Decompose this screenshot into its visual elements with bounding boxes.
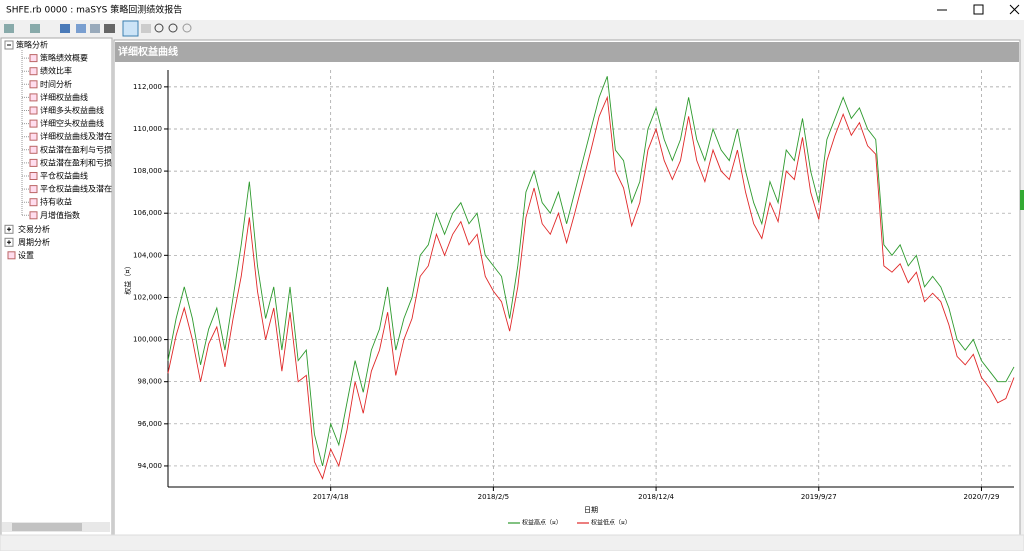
item-icon <box>29 67 38 76</box>
expander-sign <box>7 240 11 245</box>
close-button[interactable] <box>1009 4 1020 15</box>
tree-panel <box>0 37 113 536</box>
tree-item[interactable]: 权益潜在盈利和亏损 <box>40 157 112 167</box>
y-tick-label: 110,000 <box>133 125 162 133</box>
legend-label: 权益低点（¤） <box>591 519 631 527</box>
chart: 94,000 96,000 98,000 100,000 102,000 104,000 1… <box>123 70 1015 527</box>
tree-item[interactable]: 策略绩效概要 <box>40 53 88 63</box>
item-icon <box>29 198 38 207</box>
pan-button[interactable] <box>141 24 151 33</box>
panel-title: 详细权益曲线 <box>118 45 178 58</box>
item-icon <box>29 145 38 154</box>
tree-item[interactable]: 月增值指数 <box>40 210 80 220</box>
y-tick-label: 98,000 <box>138 378 163 386</box>
side-marker <box>1020 190 1024 210</box>
item-icon <box>29 106 38 115</box>
tree-item[interactable]: 详细权益曲线及潜在 <box>40 131 112 141</box>
maximize-button[interactable] <box>973 4 984 15</box>
x-tick-label: 2019/9/27 <box>801 493 837 501</box>
x-tick-label: 2020/7/29 <box>964 493 1000 501</box>
item-icon <box>29 119 38 128</box>
y-tick-label: 94,000 <box>138 462 163 470</box>
x-axis-label: 日期 <box>584 506 598 514</box>
tree-group[interactable]: 策略分析 <box>16 40 48 50</box>
reset-button[interactable] <box>182 23 192 33</box>
tree-item[interactable]: 详细空头权益曲线 <box>40 118 104 128</box>
scrollbar-thumb[interactable] <box>12 523 82 531</box>
y-axis-label: 权益（¤） <box>123 262 132 294</box>
tree-group[interactable]: 周期分析 <box>18 237 50 247</box>
item-icon <box>29 172 38 180</box>
y-tick-label: 104,000 <box>133 251 162 259</box>
back-button[interactable] <box>4 24 14 33</box>
y-tick-label: 100,000 <box>133 336 162 344</box>
item-icon <box>7 251 16 260</box>
item-icon <box>29 80 38 89</box>
tree-group[interactable]: 交易分析 <box>18 224 50 234</box>
tree-item[interactable]: 持有收益 <box>40 197 72 207</box>
zoom-in-button[interactable] <box>154 23 164 33</box>
save-button[interactable] <box>60 24 70 33</box>
tree-item[interactable]: 绩效比率 <box>40 66 72 76</box>
window-title: SHFE.rb 0000 : maSYS 策略回测绩效报告 <box>6 4 182 16</box>
y-tick-label: 102,000 <box>133 293 162 301</box>
y-tick-label: 112,000 <box>133 83 162 91</box>
tree-item[interactable]: 详细权益曲线 <box>40 92 88 102</box>
item-icon <box>29 132 38 141</box>
y-tick-label: 106,000 <box>133 209 162 217</box>
tree-item[interactable]: 平仓权益曲线及潜在 <box>40 184 112 194</box>
legend-label: 权益高点（¤） <box>522 519 562 527</box>
x-tick-label: 2018/2/5 <box>478 493 509 501</box>
print-button[interactable] <box>76 24 86 33</box>
series-line <box>167 76 1015 467</box>
y-tick-label: 108,000 <box>133 167 162 175</box>
item-icon <box>29 185 38 194</box>
y-tick-label: 96,000 <box>138 420 163 428</box>
tree: 策略分析策略绩效概要绩效比率时间分析详细权益曲线详细多头权益曲线详细空头权益曲线… <box>4 40 112 260</box>
x-tick-label: 2017/4/18 <box>313 493 349 501</box>
series-line <box>167 95 1015 480</box>
forward-button[interactable] <box>30 24 40 33</box>
pointer-button[interactable] <box>122 20 139 37</box>
item-icon <box>29 93 38 102</box>
tree-item[interactable]: 时间分析 <box>40 79 72 89</box>
x-tick-label: 2018/12/4 <box>638 493 674 501</box>
zoom-out-button[interactable] <box>168 23 178 33</box>
tree-item[interactable]: 平仓权益曲线 <box>40 171 88 181</box>
tree-item[interactable]: 详细多头权益曲线 <box>40 105 104 115</box>
toolbar <box>4 20 192 37</box>
title-bar <box>0 0 1024 20</box>
tree-item[interactable]: 权益潜在盈利与亏损 <box>40 144 112 154</box>
panel-header <box>115 42 1019 62</box>
item-icon <box>29 54 38 63</box>
status-bar <box>0 534 1024 552</box>
expander-sign <box>7 227 11 232</box>
table-button[interactable] <box>104 24 115 33</box>
item-icon <box>29 211 38 220</box>
tree-group[interactable]: 设置 <box>18 250 34 260</box>
report-panel <box>113 39 1021 536</box>
preview-button[interactable] <box>90 24 100 33</box>
item-icon <box>29 158 38 167</box>
